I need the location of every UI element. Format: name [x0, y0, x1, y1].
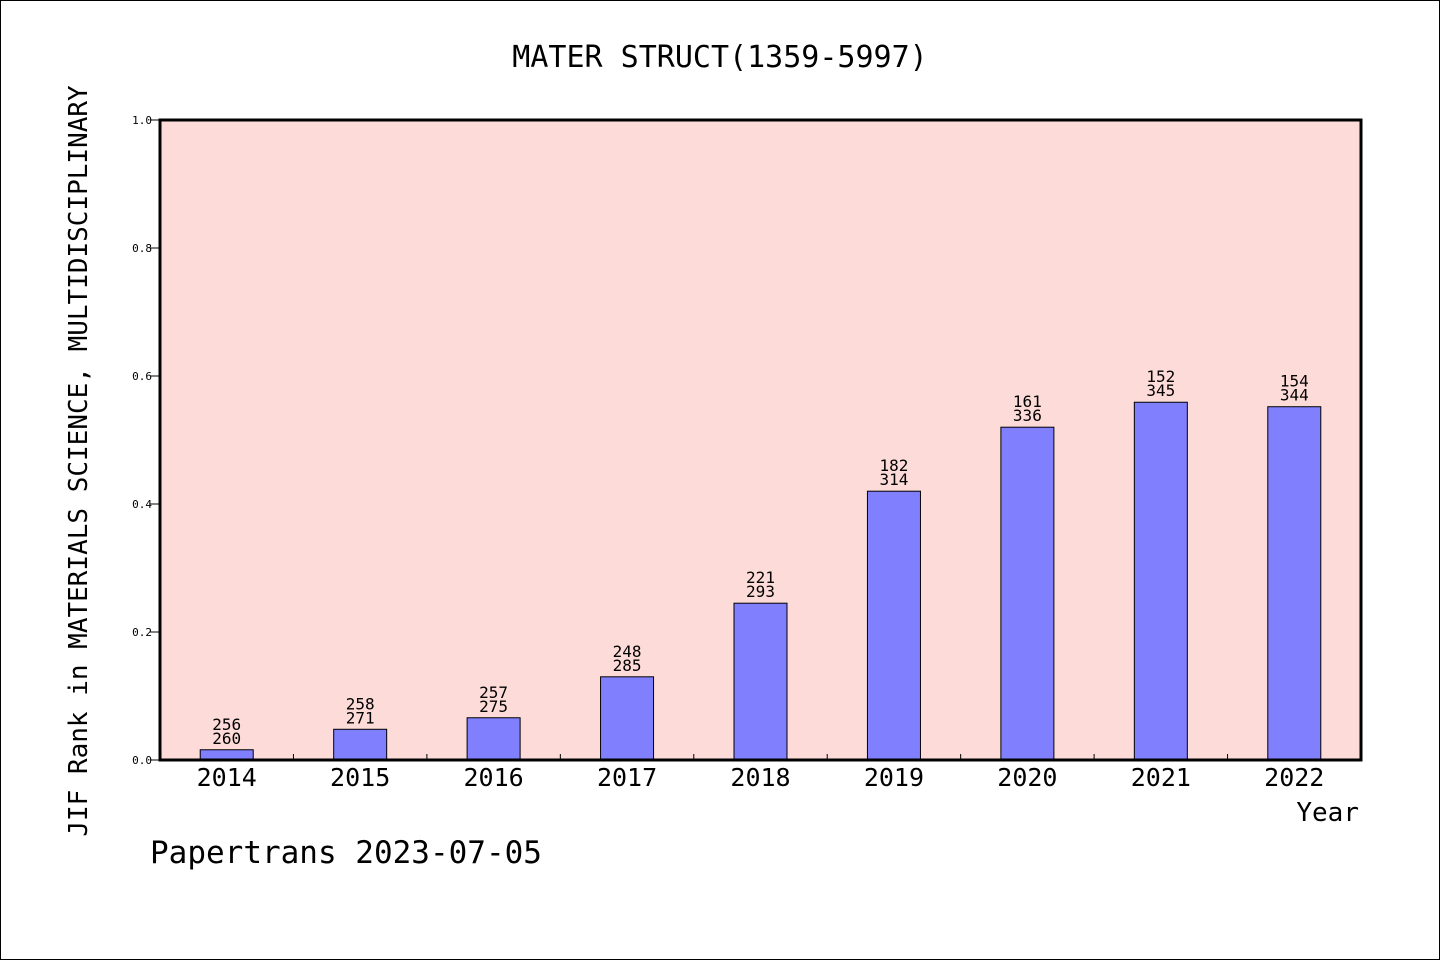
bar-rank-label: 182: [879, 456, 908, 475]
y-tick-label: 0.2: [132, 626, 152, 639]
chart-title: MATER STRUCT(1359-5997): [512, 40, 927, 75]
x-tick-label: 2020: [997, 763, 1057, 792]
bar-rank-label: 161: [1013, 392, 1042, 411]
x-tick-label: 2014: [197, 763, 257, 792]
x-tick-label: 2016: [464, 763, 524, 792]
bar: [199, 749, 254, 761]
x-axis-label: Year: [1296, 798, 1359, 828]
bar-total-label: 293: [746, 582, 775, 601]
bar-rank-label: 248: [613, 642, 642, 661]
bar: [466, 717, 521, 761]
bar-total-label: 336: [1013, 406, 1042, 425]
bar-rank-label: 152: [1146, 367, 1175, 386]
x-tick-label: 2021: [1131, 763, 1191, 792]
bar: [1000, 426, 1055, 761]
bar: [600, 676, 655, 761]
y-tick-label: 0.4: [132, 498, 152, 511]
bar-rank-label: 221: [746, 568, 775, 587]
bar: [733, 602, 788, 761]
credit-text: Papertrans 2023-07-05: [150, 835, 542, 871]
x-tick-label: 2019: [864, 763, 924, 792]
bar-total-label: 275: [479, 697, 508, 716]
plot-frame: [158, 118, 1363, 762]
bar-rank-label: 257: [479, 683, 508, 702]
bar-rank-label: 258: [346, 694, 375, 713]
x-tick-label: 2018: [730, 763, 790, 792]
bar: [1267, 406, 1322, 761]
x-tick-label: 2017: [597, 763, 657, 792]
bar-total-label: 271: [346, 708, 375, 727]
bar-total-label: 260: [212, 729, 241, 748]
bar: [866, 490, 921, 761]
bar-total-label: 345: [1146, 381, 1175, 400]
y-axis-label: JIF Rank in MATERIALS SCIENCE, MULTIDISC…: [64, 85, 94, 837]
bar-total-label: 285: [613, 656, 642, 675]
x-tick-label: 2022: [1264, 763, 1324, 792]
bar: [333, 728, 388, 761]
y-tick-label: 0.8: [132, 242, 152, 255]
y-tick-label: 0.6: [132, 370, 152, 383]
ticks-layer: 2014 2015 2016 2017 2018 2019 2020 2021 2022 0.0 0…: [132, 114, 1324, 792]
bar-total-label: 314: [879, 470, 908, 489]
bar: [1133, 401, 1188, 761]
y-tick-label: 0.0: [132, 754, 152, 767]
bars-layer: 2562602582712572752482852212931823141613…: [199, 367, 1322, 761]
bar-rank-label: 256: [212, 715, 241, 734]
x-tick-label: 2015: [330, 763, 390, 792]
y-tick-label: 1.0: [132, 114, 152, 127]
bar-rank-label: 154: [1280, 372, 1309, 391]
bar-total-label: 344: [1280, 386, 1309, 405]
